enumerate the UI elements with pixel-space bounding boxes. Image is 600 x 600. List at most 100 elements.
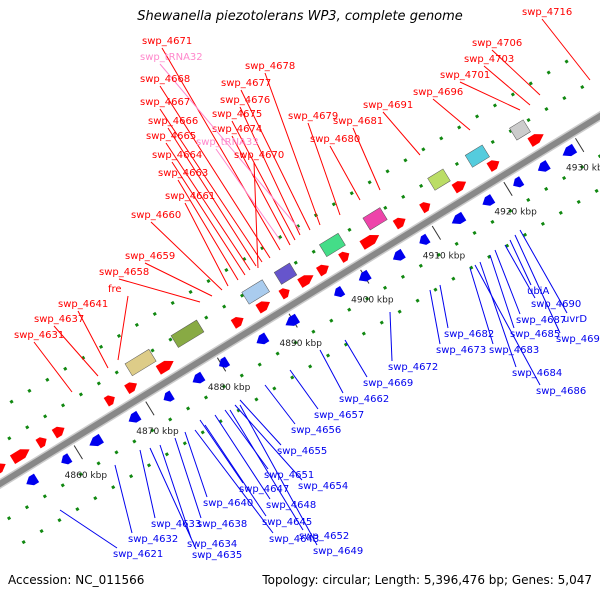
scale-label-2: 4880 kbp xyxy=(208,383,251,393)
bottom-leader-16 xyxy=(239,399,282,446)
gene-label-swp_4654: swp_4654 xyxy=(298,481,348,492)
bottom-leader-10 xyxy=(389,311,393,362)
bottom-leader-30 xyxy=(149,447,197,550)
gene-label-swp_4701: swp_4701 xyxy=(440,70,490,81)
bottom-leader-18 xyxy=(234,404,303,481)
gene-label-swp_4661: swp_4661 xyxy=(165,191,215,202)
gene-label-swp_4670: swp_4670 xyxy=(234,150,284,161)
gene-label-swp_4655: swp_4655 xyxy=(277,446,327,457)
reverse-gene-glyph-3 xyxy=(128,410,142,423)
map-title: Shewanella piezotolerans WP3, complete g… xyxy=(137,9,463,24)
reverse-gene-glyph-4 xyxy=(163,390,175,402)
gene-label-swp_4665: swp_4665 xyxy=(146,131,196,142)
gene-label-swp_4651: swp_4651 xyxy=(264,470,314,481)
gene-label-swp_4675: swp_4675 xyxy=(212,109,262,120)
gene-label-swp_4638: swp_4638 xyxy=(197,519,247,530)
bottom-leader-27 xyxy=(114,464,133,534)
bottom-leader-31 xyxy=(59,509,118,549)
gene-label-swp_4637: swp_4637 xyxy=(34,314,84,325)
gene-label-swp_4668: swp_4668 xyxy=(140,74,190,85)
top-leader-6 xyxy=(352,127,381,191)
reverse-gene-glyph-12 xyxy=(419,233,431,245)
top-leader-3 xyxy=(459,81,521,111)
bottom-leader-19 xyxy=(199,419,244,484)
gene-label-swp_4648: swp_4648 xyxy=(266,500,316,511)
gene-label-swp_4634: swp_4634 xyxy=(187,539,237,550)
gene-label-swp_4681: swp_4681 xyxy=(333,116,383,127)
reverse-gene-glyph-10 xyxy=(358,269,372,282)
bottom-leader-6 xyxy=(439,284,449,329)
gene-label-swp_4676: swp_4676 xyxy=(220,95,270,106)
reverse-gene-glyph-8 xyxy=(285,313,301,326)
gene-label-swp_4673: swp_4673 xyxy=(436,345,486,356)
forward-gene-glyph-18 xyxy=(527,134,544,147)
top-leader-25 xyxy=(150,221,223,291)
reverse-gene-glyph-2 xyxy=(89,433,104,447)
gene-label-swp_4716: swp_4716 xyxy=(522,7,572,18)
scale-label-7: 4930 kbp xyxy=(566,164,600,174)
forward-gene-glyph-11 xyxy=(315,264,329,277)
forward-gene-glyph-0 xyxy=(0,463,6,476)
top-leader-10 xyxy=(240,89,311,231)
gene-label-swp_4631: swp_4631 xyxy=(14,330,64,341)
bottom-leader-7 xyxy=(469,267,494,345)
forward-gene-glyph-15 xyxy=(419,202,431,214)
gene-label-swp_4656: swp_4656 xyxy=(291,425,341,436)
bottom-leader-2 xyxy=(519,229,568,314)
bottom-leader-17 xyxy=(224,409,269,470)
top-leader-18 xyxy=(167,127,257,267)
bottom-leader-5 xyxy=(514,234,561,334)
genome-axis xyxy=(0,112,600,488)
forward-gene-glyph-6 xyxy=(155,360,174,375)
gene-label-uvrD: uvrD xyxy=(563,314,587,325)
bottom-leader-3 xyxy=(494,249,521,315)
top-leader-15 xyxy=(159,63,301,231)
gene-label-swp_4649: swp_4649 xyxy=(313,546,363,557)
top-leader-9 xyxy=(264,72,321,226)
top-leader-12 xyxy=(231,120,296,241)
reverse-gene-glyph-6 xyxy=(218,356,231,368)
top-leader-7 xyxy=(329,145,361,201)
top-leader-13 xyxy=(231,135,291,246)
top-leader-11 xyxy=(239,106,301,236)
gene-label-swp_tRNA33: swp_tRNA33 xyxy=(196,137,259,148)
top-leader-23 xyxy=(177,179,239,281)
forward-gene-glyph-7 xyxy=(230,317,244,329)
scale-tick-6 xyxy=(503,181,513,197)
scale-label-6: 4920 kbp xyxy=(494,208,537,218)
reverse-gene-glyph-17 xyxy=(562,143,578,157)
bottom-leader-1 xyxy=(504,244,536,299)
bottom-leader-13 xyxy=(319,349,344,394)
reverse-gene-glyph-11 xyxy=(392,248,406,261)
feature-box-1 xyxy=(170,319,205,348)
bottom-leader-21 xyxy=(184,431,208,498)
scale-label-3: 4890 kbp xyxy=(280,339,323,349)
gene-label-swp_4640: swp_4640 xyxy=(203,498,253,509)
bottom-leader-11 xyxy=(474,264,541,386)
reverse-gene-glyph-5 xyxy=(192,371,206,384)
gene-label-swp_4703: swp_4703 xyxy=(464,54,514,65)
gene-label-swp_4706: swp_4706 xyxy=(472,38,522,49)
forward-gene-glyph-4 xyxy=(103,395,115,407)
scale-label-5: 4910 kbp xyxy=(423,251,466,261)
top-leader-31 xyxy=(33,341,73,393)
gene-label-swp_4662: swp_4662 xyxy=(339,394,389,405)
bottom-leader-20 xyxy=(214,414,271,500)
forward-gene-glyph-10 xyxy=(297,275,314,288)
gene-label-swp_4657: swp_4657 xyxy=(314,410,364,421)
forward-gene-glyph-13 xyxy=(359,234,380,250)
feature-box-6 xyxy=(427,168,451,191)
bottom-leader-15 xyxy=(264,384,296,425)
gene-label-swp_4652: swp_4652 xyxy=(299,531,349,542)
top-leader-28 xyxy=(117,295,129,361)
gene-label-swp_4659: swp_4659 xyxy=(125,251,175,262)
forward-gene-glyph-3 xyxy=(51,426,65,439)
scale-tick-1 xyxy=(145,401,155,416)
forward-gene-glyph-16 xyxy=(451,181,467,194)
scale-tick-7 xyxy=(575,137,585,153)
bottom-leader-0 xyxy=(509,239,532,286)
gene-label-swp_4621: swp_4621 xyxy=(113,549,163,560)
top-leader-4 xyxy=(432,98,471,131)
gene-label-swp_4686: swp_4686 xyxy=(536,386,586,397)
gene-label-swp_4680: swp_4680 xyxy=(310,134,360,145)
